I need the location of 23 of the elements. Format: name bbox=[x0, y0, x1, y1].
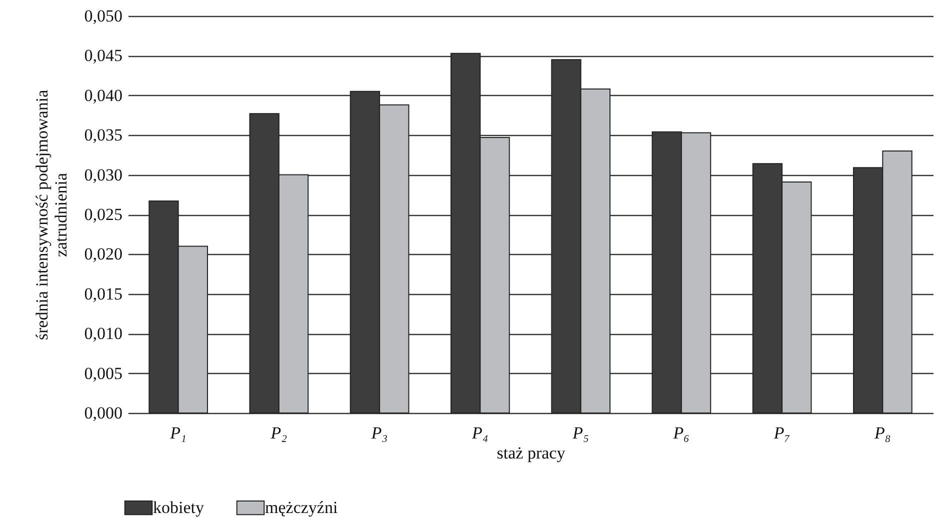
y-tick-label: 0,020 bbox=[84, 244, 122, 264]
legend-label: kobiety bbox=[153, 498, 204, 517]
legend-label: mężczyźni bbox=[265, 498, 338, 517]
y-tick-label: 0,045 bbox=[84, 46, 122, 66]
y-tick-label: 0,025 bbox=[84, 205, 122, 224]
x-tick-label: P₈ bbox=[874, 424, 891, 442]
y-tick-label: 0,010 bbox=[84, 324, 122, 344]
y-tick-label: 0,035 bbox=[84, 126, 122, 145]
y-tick-label: 0,000 bbox=[84, 404, 122, 422]
x-tick-label: P₇ bbox=[772, 424, 790, 442]
x-tick-label: P₁ bbox=[169, 424, 186, 442]
y-tick-label: 0,005 bbox=[84, 364, 122, 383]
x-axis-title: staż pracy bbox=[496, 444, 566, 462]
x-tick-label: P₂ bbox=[270, 424, 288, 442]
y-tick-label: 0,015 bbox=[84, 284, 122, 304]
y-tick-label: 0,030 bbox=[84, 165, 122, 184]
y-tick-label: 0,050 bbox=[84, 6, 122, 26]
x-tick-label: P₄ bbox=[471, 424, 488, 442]
x-tick-label: P₃ bbox=[370, 424, 388, 442]
x-tick-label: P₆ bbox=[672, 424, 690, 442]
y-tick-label: 0,040 bbox=[84, 86, 122, 105]
x-tick-label: P₅ bbox=[572, 424, 590, 442]
y-axis-title: średnia intensywność podejmowania zatrudnienia bbox=[32, 89, 70, 340]
